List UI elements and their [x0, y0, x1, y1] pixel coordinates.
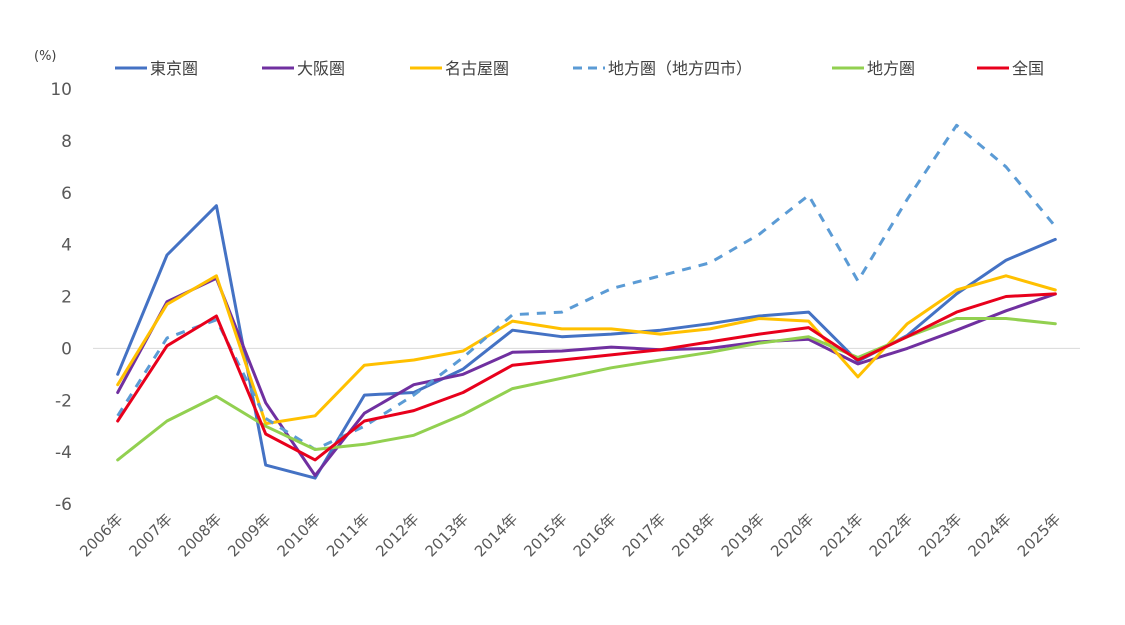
legend-label: 名古屋圏: [445, 59, 509, 78]
x-tick-label: 2010年: [274, 510, 324, 560]
legend-label: 全国: [1012, 59, 1044, 78]
x-tick-label: 2021年: [816, 510, 866, 560]
legend-label: 地方圏: [867, 59, 915, 78]
y-tick-label: 10: [50, 80, 72, 100]
y-tick-label: 0: [61, 339, 72, 359]
y-unit-label: (%): [34, 49, 57, 64]
x-tick-label: 2017年: [619, 510, 669, 560]
series-line-0: [116, 204, 1057, 480]
legend-label: 東京圏: [150, 59, 198, 78]
y-tick-label: 2: [61, 288, 72, 308]
y-tick-label: -2: [55, 391, 72, 411]
x-tick-label: 2019年: [718, 510, 768, 560]
x-tick-label: 2007年: [126, 510, 176, 560]
x-tick-label: 2006年: [76, 510, 126, 560]
series-lines: [116, 123, 1057, 480]
x-tick-label: 2022年: [866, 510, 916, 560]
x-tick-label: 2015年: [520, 510, 570, 560]
x-axis: 2006年 2007年 2008年 2009年 2010年 2011年 2012年 2013年…: [76, 510, 1064, 560]
x-tick-label: 2023年: [915, 510, 965, 560]
x-tick-label: 2012年: [372, 510, 422, 560]
x-tick-label: 2014年: [471, 510, 521, 560]
y-axis: 10 8 6 4 2 0 -2 -4 -6: [50, 80, 72, 515]
series-line-2: [116, 274, 1057, 426]
x-tick-label: 2025年: [1014, 510, 1064, 560]
series-line-4: [116, 317, 1057, 462]
y-tick-label: -4: [55, 443, 72, 463]
legend-label: 大阪圏: [297, 59, 345, 78]
x-tick-label: 2020年: [767, 510, 817, 560]
legend: 東京圏 大阪圏 名古屋圏 地方圏（地方四市） 地方圏 全国: [115, 59, 1044, 78]
series-line-1: [116, 276, 1057, 477]
y-tick-label: 4: [61, 236, 72, 256]
x-tick-label: 2016年: [570, 510, 620, 560]
x-tick-label: 2013年: [422, 510, 472, 560]
x-tick-label: 2024年: [964, 510, 1014, 560]
x-tick-label: 2018年: [668, 510, 718, 560]
y-tick-label: 8: [61, 132, 72, 152]
series-line-3: [116, 123, 1057, 451]
x-tick-label: 2009年: [224, 510, 274, 560]
legend-label: 地方圏（地方四市）: [608, 59, 752, 78]
x-tick-label: 2011年: [323, 510, 373, 560]
series-line-5: [116, 292, 1057, 462]
x-tick-label: 2008年: [175, 510, 225, 560]
y-tick-label: -6: [55, 495, 72, 515]
y-tick-label: 6: [61, 184, 72, 204]
